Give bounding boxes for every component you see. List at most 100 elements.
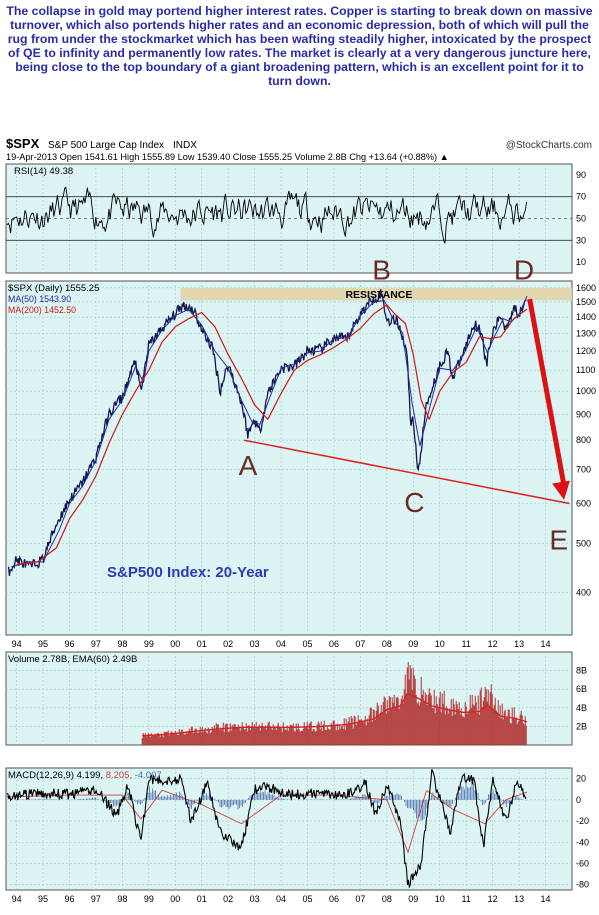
price-axis-tick: 1000: [576, 386, 596, 396]
price-axis-tick: 1100: [576, 365, 595, 375]
rsi-legend: RSI(14) 49.38: [14, 166, 73, 177]
macd-axis-tick: 20: [576, 774, 586, 784]
macd-axis-tick: -80: [576, 880, 589, 890]
price-x-tick: 11: [462, 639, 471, 649]
macd-x-tick: 02: [223, 894, 233, 904]
price-x-tick: 96: [64, 639, 74, 649]
macd-x-tick: 09: [408, 894, 418, 904]
macd-axis-tick: -40: [576, 837, 589, 847]
pattern-point-label: E: [549, 525, 568, 556]
index-name: S&P 500 Large Cap Index: [48, 140, 164, 151]
ma200-line: [16, 304, 528, 565]
macd-x-tick: 01: [197, 894, 207, 904]
macd-x-tick: 95: [38, 894, 48, 904]
macd-x-tick: 06: [329, 894, 339, 904]
price-axis-tick: 1200: [576, 346, 596, 356]
price-x-tick: 94: [12, 639, 22, 649]
pattern-point-label: B: [372, 254, 391, 285]
price-x-tick: 99: [144, 639, 154, 649]
price-x-tick: 07: [355, 639, 365, 649]
exchange-code: INDX: [173, 140, 197, 151]
pattern-point-label: A: [239, 450, 258, 481]
price-x-tick: 01: [197, 639, 207, 649]
price-axis-tick: 400: [576, 588, 591, 598]
price-x-tick: 04: [276, 639, 286, 649]
support-trendline: [243, 439, 570, 505]
volume-axis-tick: 2B: [576, 721, 587, 731]
macd-x-tick: 97: [91, 894, 101, 904]
rsi-axis-tick: 10: [576, 257, 586, 267]
rsi-axis-tick: 70: [576, 192, 586, 202]
commentary-caption: The collapse in gold may portend higher …: [6, 4, 593, 88]
macd-legend-hist: -4.007: [135, 770, 162, 781]
price-axis-tick: 1500: [576, 297, 596, 307]
macd-x-tick: 00: [170, 894, 180, 904]
price-axis-tick: 900: [576, 409, 591, 419]
price-axis-tick: 500: [576, 539, 591, 549]
price-axis-tick: 1300: [576, 328, 596, 338]
macd-axis-tick: 0: [576, 795, 581, 805]
macd-line: [6, 769, 527, 889]
macd-x-tick: 05: [303, 894, 313, 904]
panels: 10 30 50 70 90 RSI(14) 49.38 400 500 600 700 800 90…: [5, 163, 596, 904]
macd-x-tick: 07: [355, 894, 365, 904]
chart-subtitle: S&P500 Index: 20-Year: [107, 564, 269, 581]
macd-legend: MACD(12,26,9) 4.199, 8.205, -4.007: [8, 770, 162, 781]
price-x-tick: 12: [488, 639, 498, 649]
price-x-tick: 03: [250, 639, 260, 649]
macd-x-tick: 12: [488, 894, 498, 904]
macd-x-tick: 99: [144, 894, 154, 904]
price-x-tick: 02: [223, 639, 233, 649]
forecast-arrow-head: [552, 480, 570, 500]
price-x-tick: 08: [382, 639, 392, 649]
price-axis-tick: 800: [576, 435, 591, 445]
macd-x-tick: 14: [541, 894, 551, 904]
source-credit: @StockCharts.com: [506, 140, 592, 151]
price-legend: $SPX (Daily) 1555.25: [8, 283, 99, 294]
price-axis-tick: 700: [576, 465, 591, 475]
macd-x-tick: 08: [382, 894, 392, 904]
volume-axis-tick: 6B: [576, 684, 587, 694]
ma50-legend: MA(50) 1543.90: [8, 294, 71, 304]
price-x-tick: 98: [117, 639, 127, 649]
macd-legend-signal: 8.205,: [106, 770, 135, 781]
ticker-symbol: $SPX: [6, 136, 40, 151]
resistance-band: [180, 287, 573, 301]
price-axis-tick: 1400: [576, 312, 596, 322]
price-x-tick: 09: [408, 639, 418, 649]
rsi-line: [6, 186, 528, 244]
price-x-tick: 13: [514, 639, 524, 649]
price-x-tick: 05: [303, 639, 313, 649]
macd-panel: [5, 767, 573, 891]
price-axis-tick: 1600: [576, 283, 596, 293]
macd-x-tick: 04: [276, 894, 286, 904]
price-x-tick: 95: [38, 639, 48, 649]
rsi-axis-tick: 50: [576, 214, 586, 224]
macd-x-tick: 96: [64, 894, 74, 904]
macd-legend-main: MACD(12,26,9) 4.199,: [8, 770, 106, 781]
price-panel: [5, 280, 573, 636]
volume-axis-tick: 4B: [576, 703, 587, 713]
ma200-legend: MA(200) 1452.50: [8, 305, 76, 315]
macd-axis-tick: -60: [576, 858, 589, 868]
forecast-arrow-shaft: [527, 298, 567, 487]
ma50-line: [11, 295, 528, 568]
macd-x-tick: 13: [514, 894, 524, 904]
volume-ema-line: [142, 693, 528, 737]
price-x-tick: 00: [170, 639, 180, 649]
price-x-tick: 10: [435, 639, 445, 649]
quote-line: 19-Apr-2013 Open 1541.61 High 1555.89 Lo…: [6, 152, 449, 162]
volume-axis-tick: 8B: [576, 666, 587, 676]
volume-legend: Volume 2.78B, EMA(60) 2.49B: [8, 654, 137, 665]
price-x-tick: 06: [329, 639, 339, 649]
macd-axis-tick: -20: [576, 816, 589, 826]
macd-x-tick: 94: [12, 894, 22, 904]
macd-x-tick: 11: [462, 894, 471, 904]
price-x-tick: 14: [541, 639, 551, 649]
price-x-tick: 97: [91, 639, 101, 649]
rsi-axis-tick: 90: [576, 170, 586, 180]
pattern-point-label: D: [514, 254, 534, 285]
macd-x-tick: 10: [435, 894, 445, 904]
macd-x-tick: 03: [250, 894, 260, 904]
